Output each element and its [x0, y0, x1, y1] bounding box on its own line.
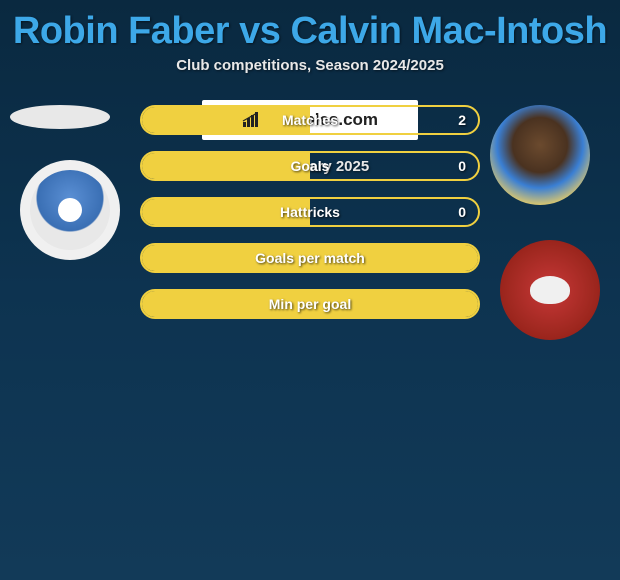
stat-fill [142, 153, 310, 179]
stat-label: Goals [291, 158, 330, 174]
stat-row-goals: Goals 0 [140, 151, 480, 181]
stat-row-goals-per-match: Goals per match [140, 243, 480, 273]
stat-label: Min per goal [269, 296, 351, 312]
stat-value-right: 2 [458, 112, 466, 128]
stat-row-min-per-goal: Min per goal [140, 289, 480, 319]
comparison-panel: Matches 2 Goals 0 Hattricks 0 Goals per … [0, 100, 620, 440]
player-right-club-badge [500, 240, 600, 340]
player-right-photo [490, 105, 590, 205]
stat-row-hattricks: Hattricks 0 [140, 197, 480, 227]
stat-value-right: 0 [458, 158, 466, 174]
stat-label: Hattricks [280, 204, 340, 220]
fc-eindhoven-icon [30, 170, 110, 250]
stat-row-matches: Matches 2 [140, 105, 480, 135]
stat-label: Goals per match [255, 250, 365, 266]
fc-oss-icon [530, 276, 570, 304]
stat-value-right: 0 [458, 204, 466, 220]
subtitle: Club competitions, Season 2024/2025 [0, 57, 620, 92]
player-left-club-badge [20, 160, 120, 260]
bar-chart-icon [242, 112, 262, 128]
page-title: Robin Faber vs Calvin Mac-Intosh [0, 0, 620, 57]
stat-label: Matches [282, 112, 338, 128]
stats-list: Matches 2 Goals 0 Hattricks 0 Goals per … [140, 105, 480, 335]
player-left-photo [10, 105, 110, 129]
